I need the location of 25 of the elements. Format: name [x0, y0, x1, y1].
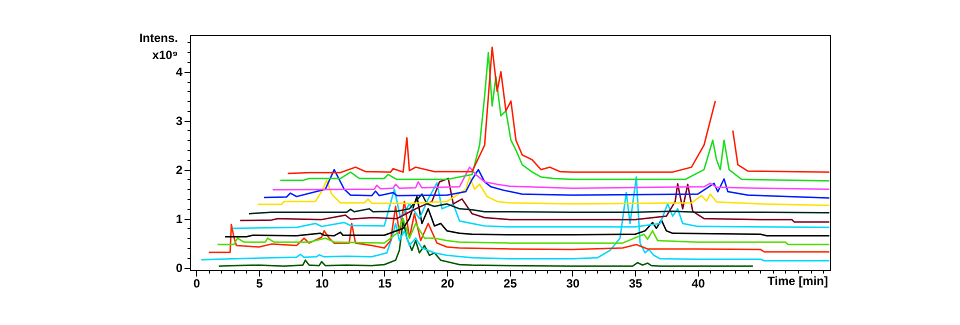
- line-series: [218, 220, 754, 267]
- line-series: [256, 176, 830, 206]
- x-tick-label: 40: [692, 276, 706, 290]
- x-tick-label: 5: [256, 276, 264, 290]
- line-series: [248, 193, 830, 214]
- x-tick-label: 0: [193, 276, 200, 290]
- x-tick-label: 25: [504, 276, 518, 290]
- y-axis-title: Intens. x10⁹: [139, 31, 178, 62]
- line-series: [239, 178, 830, 223]
- x-axis-title: Time [min]: [768, 274, 828, 288]
- y-tick-label: 4: [176, 65, 183, 80]
- x-tick-label: 10: [315, 276, 330, 290]
- line-series: [200, 176, 830, 262]
- y-tick-label: 0: [176, 261, 183, 276]
- x-tick-label: 30: [566, 276, 580, 290]
- line-series: [263, 168, 830, 199]
- y-tick-label: 3: [176, 114, 183, 128]
- line-series: [216, 218, 830, 246]
- y-tick-label: 1: [176, 212, 183, 226]
- y-tick-label: 2: [176, 163, 183, 178]
- x-tick-label: 35: [628, 276, 643, 290]
- line-series: [272, 166, 830, 190]
- x-tick-label: 20: [440, 276, 454, 290]
- line-series: [208, 200, 830, 254]
- x-tick-label: 15: [378, 276, 392, 290]
